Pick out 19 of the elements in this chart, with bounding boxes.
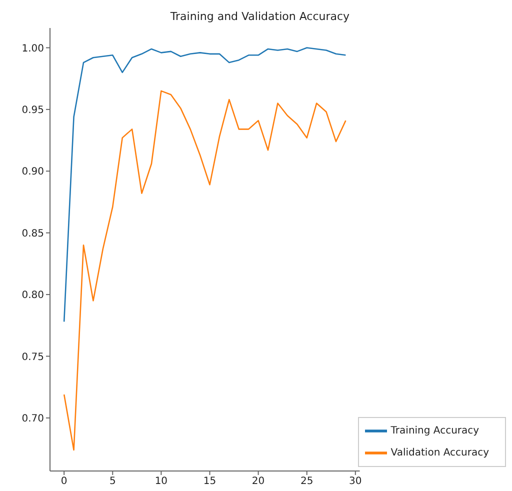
x-tick-label: 5 xyxy=(109,476,116,488)
x-tick-label: 30 xyxy=(349,476,362,488)
x-tick-label: 10 xyxy=(154,476,168,488)
x-tick-label: 15 xyxy=(203,476,216,488)
y-tick-label: 0.75 xyxy=(22,352,44,363)
line-series xyxy=(63,47,346,322)
legend-label: Validation Accuracy xyxy=(390,448,489,459)
y-tick-label: 0.85 xyxy=(22,228,44,240)
x-tick-label: 25 xyxy=(300,476,314,488)
chart-title: Training and Validation Accuracy xyxy=(169,9,351,25)
y-tick-label: 0.70 xyxy=(22,413,44,424)
y-tick-label: 0.90 xyxy=(22,166,44,178)
x-tick-label: 0 xyxy=(60,476,68,488)
y-tick-label: 0.95 xyxy=(22,104,44,116)
x-tick-label: 20 xyxy=(252,476,265,488)
y-tick-label: 1.00 xyxy=(22,43,44,54)
line-series xyxy=(63,90,346,451)
legend-label: Training Accuracy xyxy=(390,426,480,437)
y-tick-label: 0.80 xyxy=(22,290,44,302)
